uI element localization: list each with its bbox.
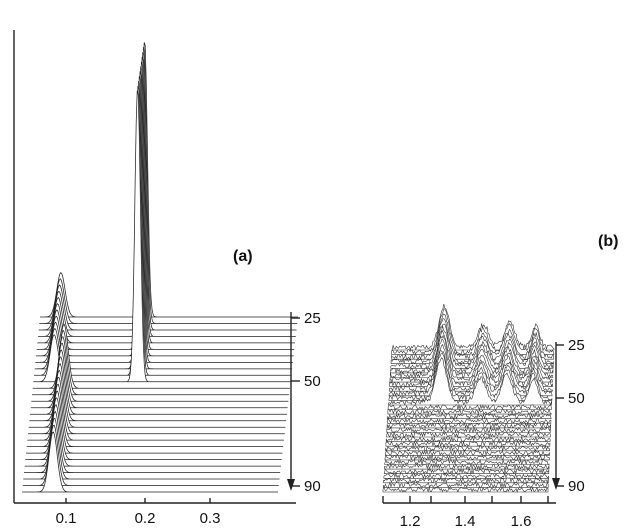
panel-a-x-label-2: 0.2 (135, 510, 156, 527)
panel-b-trace-20 (386, 431, 551, 438)
panel-a-x-label-3: 0.3 (200, 510, 221, 527)
panel-b-trace-19 (386, 426, 551, 434)
panel-a-trace-12 (32, 324, 290, 389)
panel-a-trace-3 (38, 51, 297, 331)
panel-a-trace-2 (39, 47, 298, 324)
panel-b-trace-17 (387, 417, 552, 425)
panel-a-trace-1 (40, 42, 298, 318)
panel-b-trace-31 (383, 481, 549, 489)
panel-b-depth-arrow-head (552, 478, 560, 490)
panel-b-trace-23 (385, 444, 550, 452)
panel-b-trace-14 (387, 403, 552, 411)
panel-b-x-label-3: 1.6 (511, 513, 532, 530)
panel-b-trace-28 (383, 467, 550, 475)
panel-b-depth-label-25: 25 (568, 337, 585, 354)
panel-b-trace-30 (383, 476, 549, 484)
panel-a-trace-8 (35, 76, 293, 363)
panel-b-trace-27 (384, 462, 550, 470)
panel-a-trace-11 (33, 90, 291, 383)
panel-b: 25 50 90 1.2 1.4 1.6 (b) (382, 233, 618, 530)
panel-a-trace-5 (37, 61, 295, 344)
panel-a-depth-label-90: 90 (304, 478, 321, 495)
panel-b-trace-18 (386, 421, 551, 430)
panel-b-trace-16 (387, 412, 552, 420)
panel-b-trace-32 (382, 486, 549, 494)
panel-a-trace-4 (38, 56, 296, 337)
panel-b-x-label-1: 1.2 (400, 513, 421, 530)
panel-b-depth-label-90: 90 (568, 478, 585, 495)
panel-a-depth-arrow-head (287, 479, 295, 491)
panel-a-trace-7 (36, 71, 294, 357)
panel-a: 25 50 90 0.1 0.2 0.3 (a) (13, 30, 321, 527)
panel-b-trace-24 (385, 449, 550, 457)
panel-a-trace-28 (22, 431, 278, 493)
panel-b-trace-29 (383, 472, 549, 480)
traces-b (382, 303, 555, 494)
panel-a-depth-label-50: 50 (304, 373, 321, 390)
traces-a (22, 42, 298, 493)
panel-b-label: (b) (598, 233, 618, 250)
panel-b-trace-13 (388, 357, 552, 406)
panel-b-trace-15 (387, 408, 552, 415)
panel-a-trace-10 (34, 85, 292, 376)
panel-b-x-label-2: 1.4 (455, 513, 476, 530)
panel-a-trace-9 (34, 80, 293, 370)
panel-a-label: (a) (233, 248, 253, 265)
panel-b-depth-label-50: 50 (568, 390, 585, 407)
panel-a-x-label-1: 0.1 (56, 510, 77, 527)
panel-b-trace-25 (384, 453, 550, 461)
panel-b-trace-21 (385, 435, 551, 443)
panel-b-trace-26 (384, 458, 550, 466)
panel-b-trace-22 (385, 440, 551, 448)
panel-a-depth-label-25: 25 (304, 310, 321, 327)
panel-a-trace-6 (36, 66, 295, 350)
